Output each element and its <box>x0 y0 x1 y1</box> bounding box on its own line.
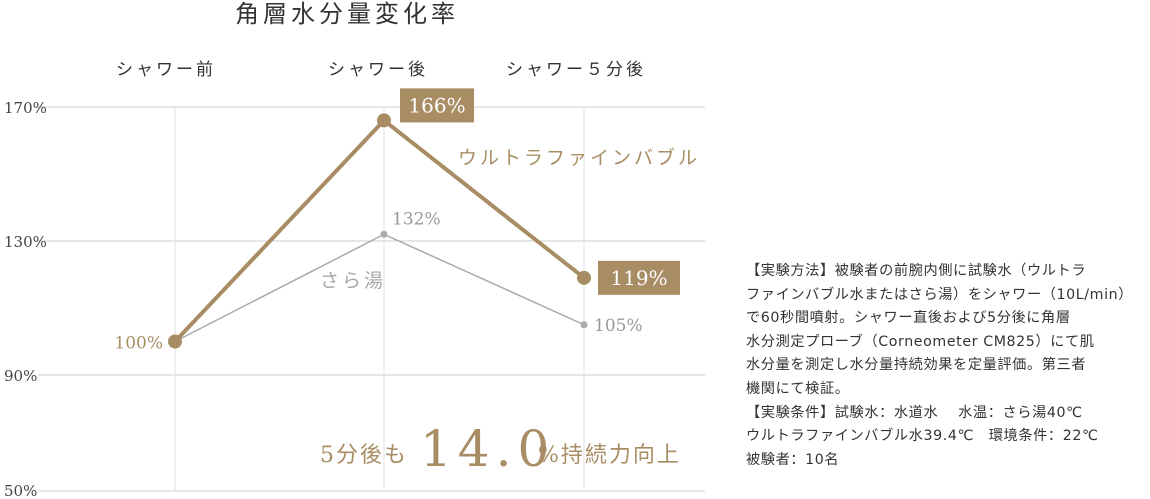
highlight-value: 14.0 <box>420 420 555 478</box>
y-tick-50: 50% <box>4 482 37 499</box>
data-label-ufb: 100% <box>114 334 163 354</box>
category-label-after: シャワー後 <box>328 60 428 80</box>
data-label-plain: 132% <box>392 209 441 229</box>
note-line: ファインバブル水またはさら湯）をシャワー（10L/min） <box>746 286 1134 303</box>
note-line: ウルトラファインバブル水39.4℃ 環境条件：22℃ <box>746 428 1099 445</box>
category-label-before: シャワー前 <box>116 60 216 80</box>
line-chart: 132% 105% 100% 166% 119% 角層水分量変化率 シャワー前 シャワー… <box>4 0 705 499</box>
data-point-plain <box>580 321 588 329</box>
data-point-ufb <box>168 334 182 349</box>
note-line: 被験者：10名 <box>746 451 840 468</box>
data-point-ufb <box>577 270 591 285</box>
data-point-plain <box>380 230 388 238</box>
note-line: 水分測定プローブ（Corneometer CM825）にて肌 <box>746 333 1095 350</box>
data-label-ufb: 119% <box>610 266 667 290</box>
y-tick-90: 90% <box>4 367 37 385</box>
highlight-suffix: %持続力向上 <box>538 443 681 468</box>
note-line: で60秒間噴射。シャワー直後および5分後に角層 <box>746 310 1071 327</box>
note-line: 水分量を測定し水分量持続効果を定量評価。第三者 <box>746 357 1087 374</box>
category-label-5min: シャワー５分後 <box>506 60 646 80</box>
note-line: 【実験条件】試験水：水道水 水温：さら湯40℃ <box>746 404 1083 421</box>
highlight-prefix: 5分後も <box>320 443 408 468</box>
note-line: 機関にて検証。 <box>746 380 850 397</box>
data-point-ufb <box>377 113 391 128</box>
note-line: 【実験方法】被験者の前腕内側に試験水（ウルトラ <box>746 263 1087 279</box>
chart-title: 角層水分量変化率 <box>235 0 459 28</box>
series-label-plain: さら湯 <box>320 270 386 292</box>
data-label-ufb: 166% <box>408 93 465 117</box>
series-label-ufb: ウルトラファインバブル <box>458 146 700 169</box>
y-tick-170: 170% <box>4 99 47 117</box>
experiment-notes: 【実験方法】被験者の前腕内側に試験水（ウルトラ ファインバブル水またはさら湯）を… <box>746 260 1146 472</box>
data-label-plain: 105% <box>594 316 643 336</box>
data-label-box <box>400 88 474 123</box>
data-label-box <box>598 260 680 295</box>
y-tick-130: 130% <box>4 233 47 251</box>
